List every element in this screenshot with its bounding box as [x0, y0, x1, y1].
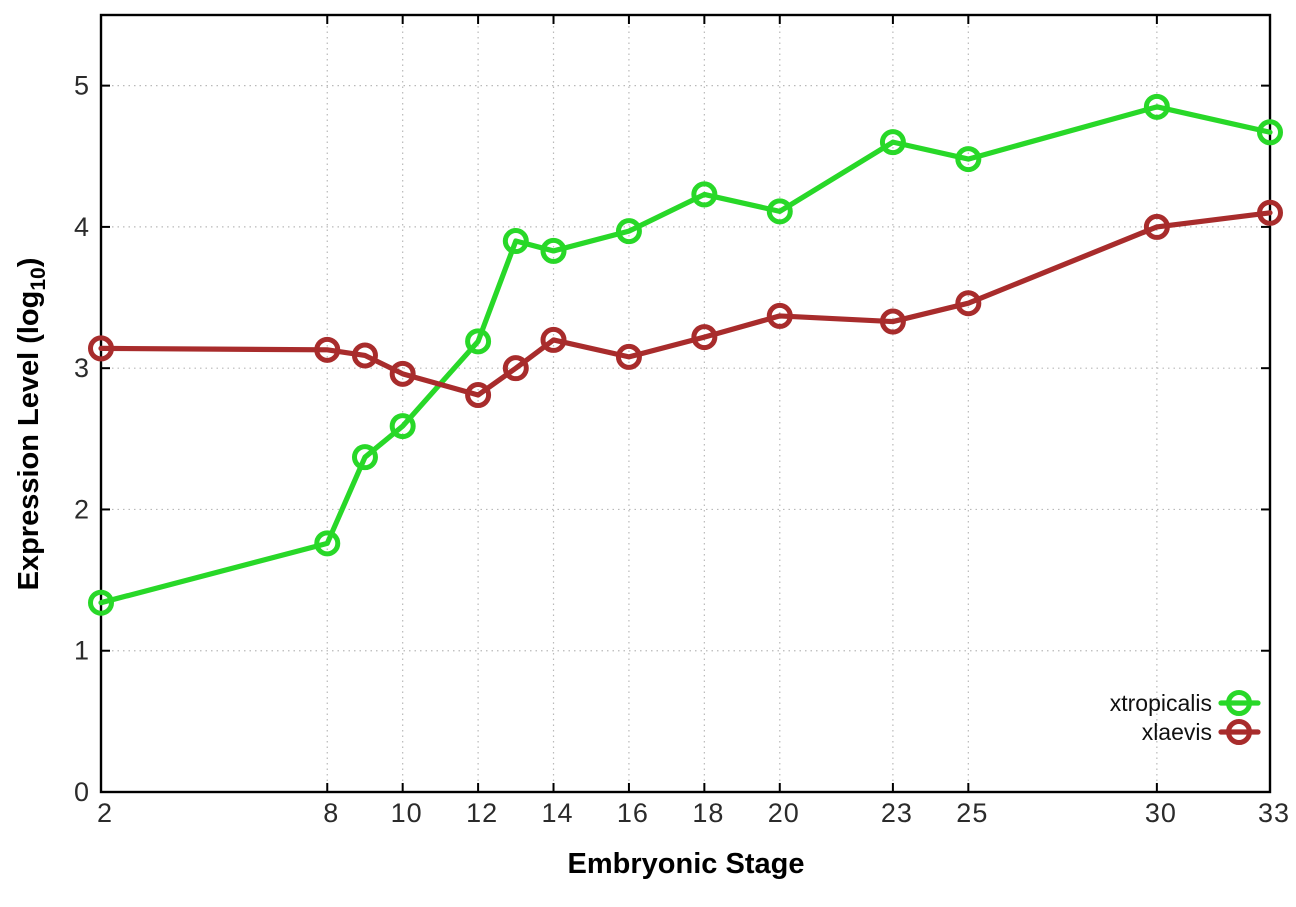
data-point-xtropicalis [88, 589, 114, 616]
data-point-xlaevis [314, 336, 341, 363]
x-tick-label: 8 [323, 798, 339, 828]
data-point-xlaevis [1143, 213, 1170, 240]
data-point-xtropicalis [691, 181, 718, 208]
data-point-xlaevis [540, 326, 567, 353]
series-line-xtropicalis [98, 104, 1273, 606]
y-tick-label: 2 [74, 494, 90, 524]
x-tick-label: 14 [541, 798, 573, 828]
data-point-xlaevis [766, 302, 793, 329]
x-tick-label: 25 [956, 798, 988, 828]
x-tick-label: 2 [97, 798, 113, 828]
data-point-xlaevis [389, 360, 416, 387]
x-tick-label: 12 [466, 798, 498, 828]
x-tick-label: 18 [692, 798, 724, 828]
data-point-xtropicalis [389, 413, 416, 440]
data-point-xtropicalis [955, 146, 982, 173]
grid [101, 15, 1271, 792]
data-point-xtropicalis [351, 444, 378, 471]
legend-label-xlaevis: xlaevis [1142, 719, 1212, 745]
y-tick-label: 4 [74, 212, 90, 242]
y-tick-label: 0 [74, 777, 90, 807]
y-tick-label: 1 [74, 636, 90, 666]
data-point-xtropicalis [879, 129, 906, 156]
x-tick-label: 23 [881, 798, 913, 828]
data-point-xlaevis [351, 342, 378, 369]
x-axis-title: Embryonic Stage [568, 848, 805, 880]
data-point-xtropicalis [502, 228, 529, 255]
data-point-xlaevis [465, 382, 492, 409]
data-point-xtropicalis [1143, 93, 1170, 120]
data-point-xtropicalis [766, 198, 793, 225]
data-point-xtropicalis [314, 530, 341, 557]
x-tick-label: 30 [1145, 798, 1177, 828]
data-point-xlaevis [879, 308, 906, 335]
data-point-xtropicalis [540, 237, 567, 264]
legend-label-xtropicalis: xtropicalis [1110, 690, 1212, 716]
legend-sample-marker-xlaevis [1226, 719, 1252, 745]
data-point-xlaevis [955, 290, 982, 317]
data-point-xtropicalis [615, 218, 642, 245]
y-axis-title-suffix: ) [13, 258, 45, 268]
data-point-xlaevis [615, 343, 642, 370]
y-axis-title-subscript: 10 [27, 267, 50, 290]
y-tick-label: 5 [74, 71, 90, 101]
y-axis-title: Expression Level (log10) [13, 258, 50, 591]
plot-frame [99, 13, 1272, 794]
legend-markers [1218, 690, 1261, 745]
x-tick-label: 16 [617, 798, 649, 828]
data-point-xlaevis [502, 355, 529, 382]
data-point-xlaevis [88, 335, 114, 362]
legend-sample-marker-xtropicalis [1226, 690, 1252, 716]
data-point-xlaevis [1257, 199, 1283, 226]
data-point-xtropicalis [1257, 119, 1283, 146]
x-tick-label: 20 [768, 798, 800, 828]
legend: xtropicalis xlaevis [1110, 690, 1261, 745]
data-point-xlaevis [691, 324, 718, 351]
x-tick-label: 33 [1258, 798, 1290, 828]
x-tick-label: 10 [391, 798, 423, 828]
y-tick-label: 3 [74, 353, 90, 383]
y-axis-title-main: Expression Level (log [13, 291, 45, 591]
plot-border [99, 13, 1272, 794]
data-series [88, 93, 1283, 616]
data-point-xtropicalis [465, 328, 492, 355]
